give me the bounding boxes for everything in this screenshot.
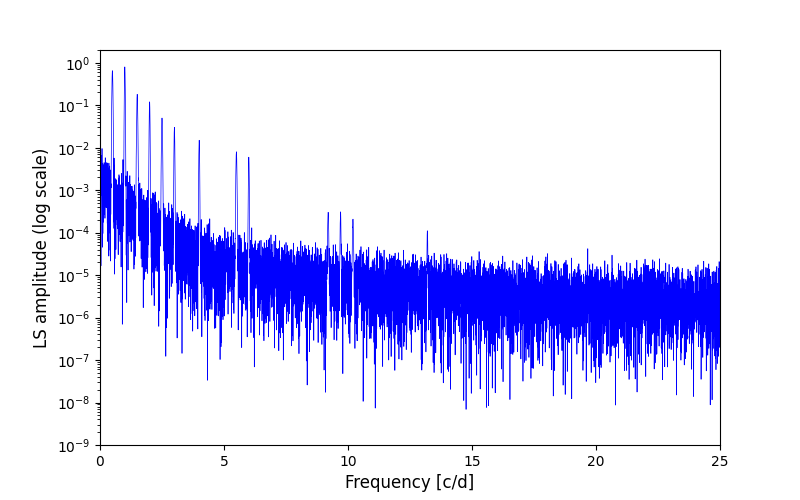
Y-axis label: LS amplitude (log scale): LS amplitude (log scale) (34, 148, 51, 348)
X-axis label: Frequency [c/d]: Frequency [c/d] (346, 474, 474, 492)
